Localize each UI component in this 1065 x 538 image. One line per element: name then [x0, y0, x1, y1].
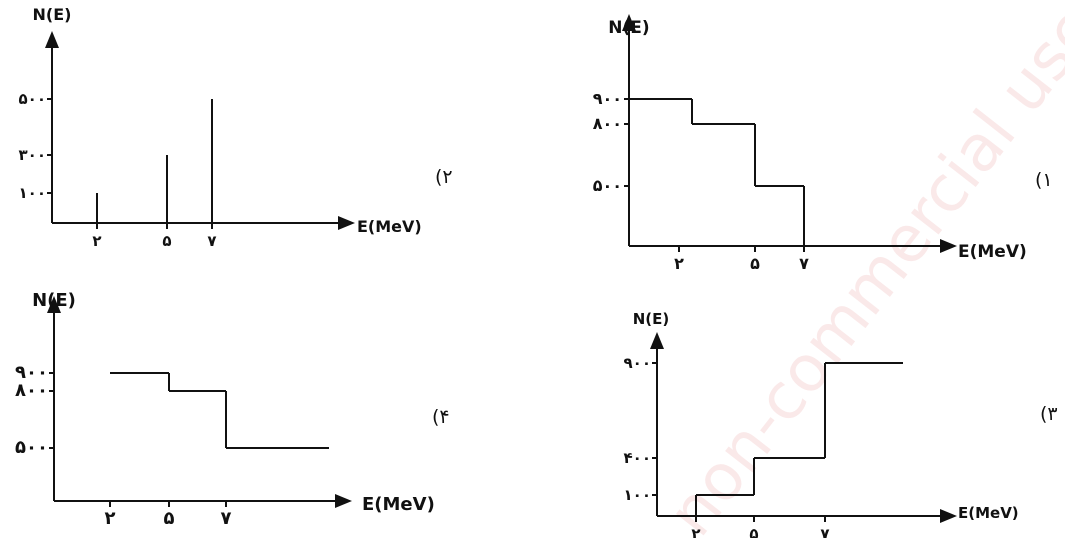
y-axis-arrowhead: [622, 14, 636, 31]
x-tick-label: ۷: [820, 525, 829, 538]
x-axis-label: E(MeV): [362, 494, 435, 515]
chart-panel-2: N(E) E(MeV) ۲ ۵ ۷ ۵۰۰ ۳۰۰ ۱۰۰ (۲: [19, 5, 453, 250]
x-tick-label: ۲: [92, 232, 101, 250]
chart-panel-3: N(E) E(MeV) ۲ ۵ ۷ ۹۰۰ ۴۰۰ ۱۰۰ (۳: [624, 310, 1058, 538]
watermark: non-commercial use: [654, 0, 1065, 538]
y-tick-label: ۴۰۰: [624, 449, 651, 467]
x-tick-label: ۲: [691, 525, 700, 538]
y-tick-label: ۹۰۰: [624, 354, 651, 372]
y-tick-label: ۹۰۰: [15, 362, 48, 383]
y-tick-label: ۱۰۰: [19, 184, 46, 202]
y-tick-label: ۵۰۰: [19, 90, 46, 108]
x-tick-label: ۷: [207, 232, 216, 250]
option-label: (۳: [1040, 403, 1058, 425]
y-tick-label: ۸۰۰: [15, 380, 48, 401]
y-axis-label: N(E): [33, 5, 72, 24]
x-tick-label: ۵: [750, 254, 760, 273]
chart-panel-1: N(E) E(MeV) ۲ ۵ ۷ ۹۰۰ ۸۰۰ ۵۰۰ (۱: [593, 14, 1053, 273]
x-tick-label: ۲: [105, 508, 116, 529]
x-axis-label: E(MeV): [958, 242, 1027, 262]
y-tick-label: ۹۰۰: [593, 89, 622, 108]
y-axis-arrowhead: [47, 296, 61, 313]
x-axis-arrowhead: [338, 216, 355, 230]
x-axis-label: E(MeV): [357, 217, 422, 236]
y-axis-label: N(E): [608, 18, 649, 38]
x-tick-label: ۷: [799, 254, 809, 273]
option-label: (۱: [1035, 169, 1053, 191]
x-tick-label: ۵: [162, 232, 171, 250]
x-tick-label: ۵: [749, 525, 758, 538]
option-label: (۲: [435, 166, 453, 188]
y-tick-label: ۳۰۰: [19, 146, 46, 164]
option-label: (۴: [432, 406, 450, 428]
x-axis-arrowhead: [335, 494, 352, 508]
y-axis-label: N(E): [633, 310, 670, 328]
y-axis-label: N(E): [32, 290, 76, 311]
x-tick-label: ۷: [221, 508, 232, 529]
x-tick-label: ۲: [674, 254, 684, 273]
x-axis-label: E(MeV): [958, 504, 1019, 522]
x-tick-label: ۵: [164, 508, 175, 529]
y-tick-label: ۸۰۰: [593, 114, 622, 133]
x-axis-arrowhead: [940, 239, 957, 253]
y-tick-label: ۱۰۰: [624, 486, 651, 504]
y-tick-label: ۵۰۰: [593, 176, 622, 195]
x-axis-arrowhead: [940, 509, 957, 523]
y-axis-arrowhead: [650, 332, 664, 349]
y-axis-arrowhead: [45, 31, 59, 48]
y-tick-label: ۵۰۰: [15, 437, 48, 458]
